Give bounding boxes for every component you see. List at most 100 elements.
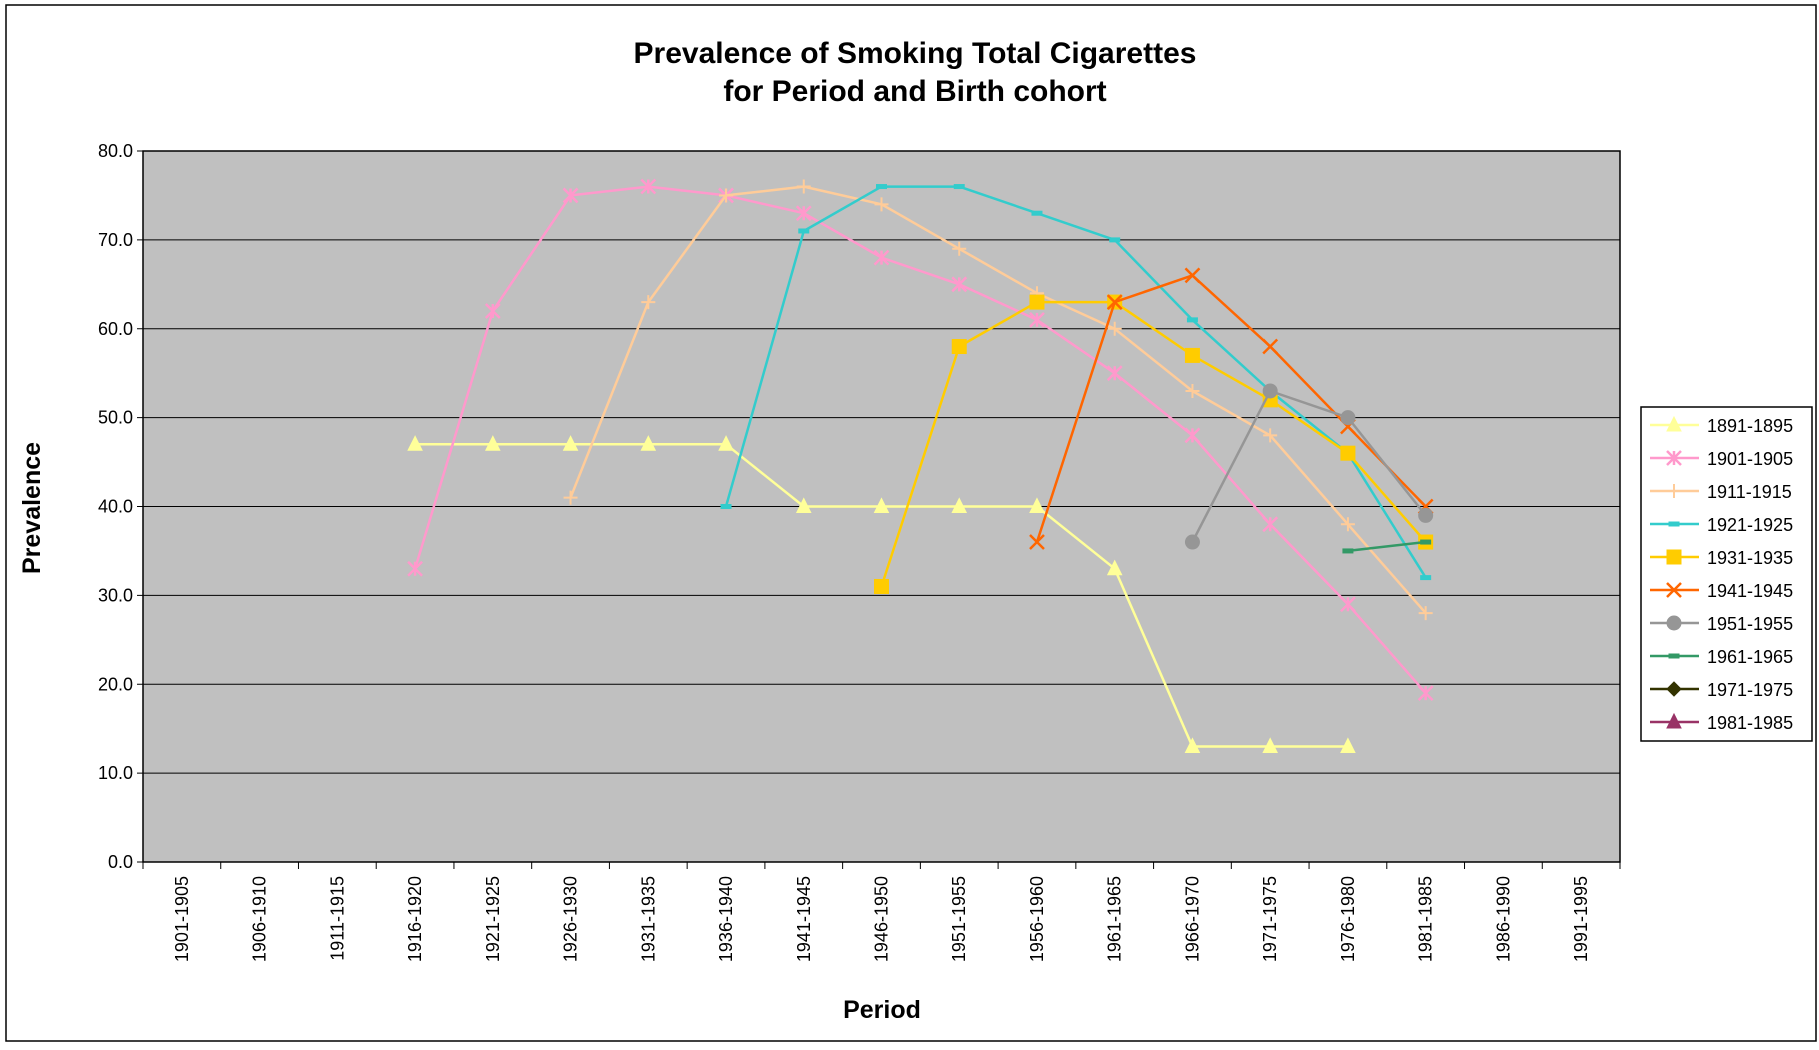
x-tick-label: 1906-1910 (250, 876, 270, 962)
data-point (1106, 294, 1123, 310)
legend-entry: 1951-1955 (1650, 614, 1793, 634)
x-axis: 1901-1905 1906-1910 1911-1915 1916-1920 1921… (142, 862, 1621, 962)
legend-marker (1666, 582, 1682, 598)
legend-label: 1981-1985 (1707, 713, 1793, 733)
series-1961-1965 (1342, 539, 1432, 554)
chart-title-line-2: for Period and Birth cohort (723, 75, 1106, 108)
data-point (640, 435, 657, 451)
data-point (874, 578, 889, 594)
data-point (1185, 383, 1200, 398)
data-point (1340, 517, 1355, 532)
series-line (724, 185, 1427, 579)
x-tick-label: 1971-1975 (1260, 876, 1280, 962)
legend-entry: 1961-1965 (1650, 647, 1793, 667)
data-point (1184, 737, 1201, 753)
data-point (1418, 606, 1433, 621)
x-tick-label: 1966-1970 (1182, 876, 1202, 962)
x-tick-label: 1986-1990 (1493, 876, 1513, 962)
data-point (641, 295, 656, 310)
y-tick-label: 40.0 (98, 497, 133, 517)
data-point (1340, 596, 1356, 613)
data-point (1420, 539, 1432, 545)
data-point (718, 435, 734, 451)
legend-entry: 1981-1985 (1650, 712, 1793, 733)
x-tick-label: 1916-1920 (405, 876, 425, 962)
legend: 1891-1895 1901-1905 1911-1915 1921-1925 1931… (1640, 406, 1813, 742)
data-point (1029, 497, 1045, 513)
data-point (1029, 311, 1045, 328)
legend-label: 1971-1975 (1707, 680, 1793, 700)
y-tick-label: 30.0 (98, 585, 133, 605)
data-point (1340, 445, 1356, 461)
data-point (719, 188, 734, 203)
data-point (873, 249, 890, 266)
y-tick-label: 0.0 (108, 852, 133, 872)
data-point (1029, 534, 1045, 550)
legend-label: 1931-1935 (1707, 548, 1793, 568)
data-point (1184, 267, 1201, 284)
data-point (1184, 427, 1201, 444)
legend-marker (1666, 615, 1682, 631)
legend-label: 1921-1925 (1707, 515, 1793, 535)
legend-entry: 1911-1915 (1650, 482, 1792, 502)
legend-marker (1666, 549, 1682, 565)
data-point (1420, 575, 1432, 581)
x-tick-label: 1981-1985 (1416, 876, 1436, 962)
x-tick-label: 1931-1935 (638, 876, 658, 962)
series-1911-1915 (563, 179, 1433, 621)
legend-label: 1891-1895 (1707, 416, 1793, 436)
x-tick-label: 1941-1945 (794, 876, 814, 962)
series-line (569, 185, 1427, 614)
legend-entry: 1941-1945 (1650, 581, 1793, 601)
x-tick-label: 1946-1950 (872, 876, 892, 962)
data-point (720, 504, 732, 509)
series-line (1347, 540, 1426, 553)
legend-marker (1666, 450, 1682, 466)
data-point (562, 435, 579, 451)
data-point (951, 339, 967, 355)
x-tick-label: 1911-1915 (327, 876, 347, 961)
data-point (407, 560, 423, 577)
data-point (1262, 383, 1278, 399)
legend-label: 1911-1915 (1707, 482, 1792, 502)
data-point (796, 179, 811, 194)
legend-marker (1668, 653, 1680, 659)
data-point (1031, 210, 1043, 216)
data-point (1262, 338, 1279, 355)
data-point (1184, 534, 1200, 550)
x-tick-label: 1951-1955 (949, 876, 969, 962)
data-point (562, 187, 579, 204)
x-axis-title: Period (843, 996, 921, 1024)
x-tick-label: 1921-1925 (483, 876, 503, 962)
legend-entry: 1921-1925 (1650, 515, 1793, 535)
data-point (1106, 365, 1123, 382)
y-tick-label: 10.0 (98, 763, 133, 783)
y-tick-label: 80.0 (98, 141, 133, 161)
data-point (953, 184, 965, 190)
data-point (1340, 737, 1356, 753)
series-line (1035, 274, 1427, 543)
x-tick-label: 1926-1930 (561, 876, 581, 962)
data-point (876, 184, 887, 190)
data-point (798, 228, 810, 234)
x-tick-label: 1956-1960 (1027, 876, 1047, 962)
data-point (407, 435, 423, 451)
legend-marker (1666, 415, 1682, 432)
legend-marker (1666, 681, 1682, 697)
legend-marker (1668, 521, 1680, 527)
series-1901-1905 (407, 178, 1434, 702)
x-tick-label: 1961-1965 (1105, 876, 1125, 962)
data-point (1418, 507, 1434, 523)
x-tick-label: 1976-1980 (1338, 876, 1358, 962)
series-line (1191, 389, 1427, 543)
gridlines (143, 239, 1620, 774)
y-axis-title: Prevalence (18, 442, 46, 574)
y-tick-label: 60.0 (98, 319, 133, 339)
data-point (640, 178, 657, 195)
data-point (1262, 516, 1279, 533)
x-tick-label: 1991-1995 (1571, 876, 1591, 962)
data-point (1186, 317, 1198, 323)
x-tick-label: 1936-1940 (716, 876, 736, 962)
data-point (951, 276, 968, 293)
legend-entry: 1891-1895 (1650, 415, 1793, 436)
